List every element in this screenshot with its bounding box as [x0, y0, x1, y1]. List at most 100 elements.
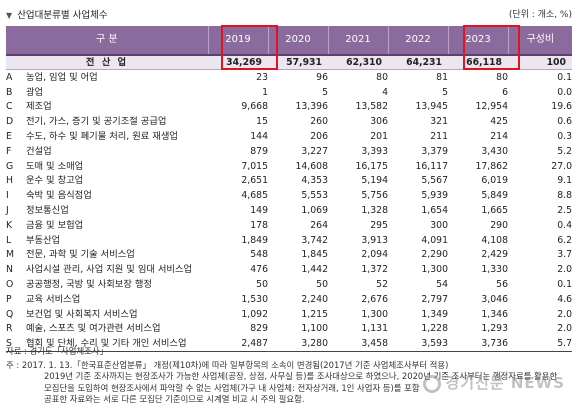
value-2023: 3,736	[448, 336, 508, 353]
note-line-4: 공표한 자료와는 서로 다른 모집단 기준이므로 시계열 비교 시 주의 필요함…	[44, 394, 305, 404]
total-label: 전 산 업	[6, 55, 208, 70]
value-2019: 476	[250, 264, 268, 276]
header-2021: 2021	[328, 26, 389, 55]
value-2022: 1,349	[421, 308, 448, 320]
total-2020: 57,931	[268, 55, 328, 70]
value-2020: 2,240	[301, 293, 328, 305]
table-row: L 부동산업 1,849 3,742 3,913 4,091 4,108 6.2	[6, 233, 572, 248]
ratio-value: 9.1	[557, 175, 572, 187]
industry-code: I	[6, 190, 9, 202]
value-2019: 149	[250, 204, 268, 216]
value-2023: 4,108	[481, 234, 508, 246]
ratio-value: 6.2	[557, 234, 572, 246]
value-2023: 5,849	[481, 190, 508, 202]
table-row: J 정보통신업 149 1,069 1,328 1,654 1,665 2.5	[6, 203, 572, 218]
value-2022: 3,593	[388, 336, 448, 353]
table-row: P 교육 서비스업 1,530 2,240 2,676 2,797 3,046 4.6	[6, 292, 572, 307]
header-2019: 2019	[208, 26, 269, 55]
table-row: B 광업 1 5 4 5 6 0.0	[6, 85, 572, 100]
value-2023: 425	[490, 116, 508, 128]
value-2023: 1,665	[481, 204, 508, 216]
ratio-value: 8.8	[557, 190, 572, 202]
ratio-value: 27.0	[551, 160, 572, 172]
industry-code: O	[6, 278, 14, 290]
value-2021: 1,131	[361, 323, 388, 335]
industry-code: M	[6, 249, 15, 261]
value-2021: 2,676	[361, 293, 388, 305]
total-ratio: 100	[508, 55, 572, 70]
value-2022: 300	[430, 219, 448, 231]
value-2021: 1,300	[361, 308, 388, 320]
value-2019: 1,530	[241, 293, 268, 305]
industry-name: 정보통신업	[26, 204, 69, 216]
industry-code: P	[6, 293, 12, 305]
industry-code: L	[6, 234, 12, 246]
footnotes: 자료 : 경기도「사업체조사」 주 : 2017. 1. 13.「한국표준산업분…	[6, 346, 572, 406]
industry-code: K	[6, 219, 13, 231]
value-2023: 56	[496, 278, 508, 290]
value-2021: 4	[382, 86, 388, 98]
value-2020: 264	[310, 219, 328, 231]
table-row: A 농업, 임업 및 어업 23 96 80 81 80 0.1	[6, 70, 572, 85]
value-2020: 3,280	[268, 336, 328, 353]
business-count-table: 구 분 2019 2020 2021 2022 2023 구성비 전 산 업 3…	[6, 26, 572, 353]
value-2020: 1,442	[301, 264, 328, 276]
value-2020: 4,353	[301, 175, 328, 187]
value-2022: 4,091	[421, 234, 448, 246]
industry-code: R	[6, 323, 13, 335]
value-2021: 13,582	[355, 101, 388, 113]
value-2019: 178	[250, 219, 268, 231]
value-2021: 3,458	[328, 336, 388, 353]
value-2022: 5,567	[421, 175, 448, 187]
table-row: F 건설업 879 3,227 3,393 3,379 3,430 5.2	[6, 144, 572, 159]
value-2020: 96	[316, 71, 328, 83]
industry-name: 보건업 및 사회복지 서비스업	[26, 308, 138, 320]
value-2023: 80	[496, 71, 508, 83]
value-2019: 879	[250, 145, 268, 157]
table-title: 산업대분류별 사업체수	[17, 10, 108, 21]
value-2021: 52	[376, 278, 388, 290]
value-2023: 6,019	[481, 175, 508, 187]
value-2019: 9,668	[241, 101, 268, 113]
value-2019: 1,092	[241, 308, 268, 320]
value-2021: 2,094	[361, 249, 388, 261]
table-row: S 협회 및 단체, 수리 및 기타 개인 서비스업 2,487 3,280 3,458…	[6, 336, 572, 353]
industry-name: 사업시설 관리, 사업 지원 및 임대 서비스업	[26, 264, 193, 276]
ratio-value: 2.0	[557, 308, 572, 320]
ratio-value: 4.6	[557, 293, 572, 305]
industry-name: 농업, 임업 및 어업	[26, 71, 98, 83]
value-2023: 1,330	[481, 264, 508, 276]
value-2023: 3,430	[481, 145, 508, 157]
value-2022: 81	[436, 71, 448, 83]
table-row: O 공공행정, 국방 및 사회보장 행정 50 50 52 54 56 0.1	[6, 277, 572, 292]
total-row: 전 산 업 34,269 57,931 62,310 64,231 66,118…	[6, 55, 572, 70]
header-category: 구 분	[6, 26, 209, 55]
value-2023: 290	[490, 219, 508, 231]
table-row: M 전문, 과학 및 기술 서비스업 548 1,845 2,094 2,290 2,429…	[6, 248, 572, 263]
header-row: 구 분 2019 2020 2021 2022 2023 구성비	[6, 26, 572, 55]
value-2023: 6	[502, 86, 508, 98]
value-2022: 1,228	[421, 323, 448, 335]
ratio-value: 5.7	[508, 336, 572, 353]
total-2022: 64,231	[388, 55, 448, 70]
watermark-text: 경기신문 NEWS	[445, 374, 565, 392]
industry-code: Q	[6, 308, 14, 320]
value-2022: 1,300	[421, 264, 448, 276]
header-2022: 2022	[388, 26, 449, 55]
value-2023: 1,293	[481, 323, 508, 335]
table-row: I 숙박 및 음식점업 4,685 5,553 5,756 5,939 5,849 8.8	[6, 188, 572, 203]
industry-name: 교육 서비스업	[26, 293, 81, 305]
value-2022: 2,290	[421, 249, 448, 261]
table-row: G 도매 및 소매업 7,015 14,608 16,175 16,117 17,862 27…	[6, 159, 572, 174]
table-row: K 금융 및 보험업 178 264 295 300 290 0.4	[6, 218, 572, 233]
industry-name: 협회 및 단체, 수리 및 기타 개인 서비스업	[26, 336, 208, 353]
industry-name: 전기, 가스, 증기 및 공기조절 공급업	[26, 116, 167, 128]
value-2022: 5	[442, 86, 448, 98]
value-2021: 201	[370, 130, 388, 142]
value-2023: 12,954	[475, 101, 508, 113]
total-2023: 66,118	[448, 55, 508, 70]
triangle-bullet-icon: ▼	[6, 11, 13, 20]
industry-code: N	[6, 264, 13, 276]
value-2022: 16,117	[415, 160, 448, 172]
industry-name: 부동산업	[26, 234, 61, 246]
